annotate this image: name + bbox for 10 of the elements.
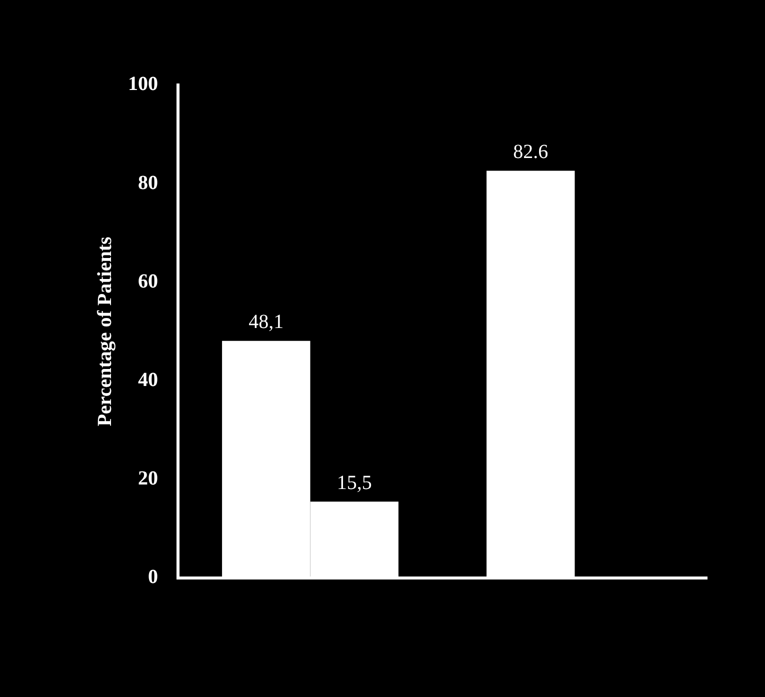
y-tick-label: 60 (138, 270, 158, 292)
y-tick-label: 80 (138, 172, 158, 194)
y-tick-label: 40 (138, 368, 158, 391)
y-tick-label: 20 (138, 468, 158, 490)
data-label: 15,5 (336, 472, 372, 494)
y-tick-label: 0 (148, 566, 158, 588)
data-label: 82.6 (513, 141, 548, 164)
y-tick-label: 100 (128, 73, 158, 96)
data-label: 48,1 (248, 311, 284, 334)
y-axis-title: Percentage of Patients (94, 236, 116, 426)
